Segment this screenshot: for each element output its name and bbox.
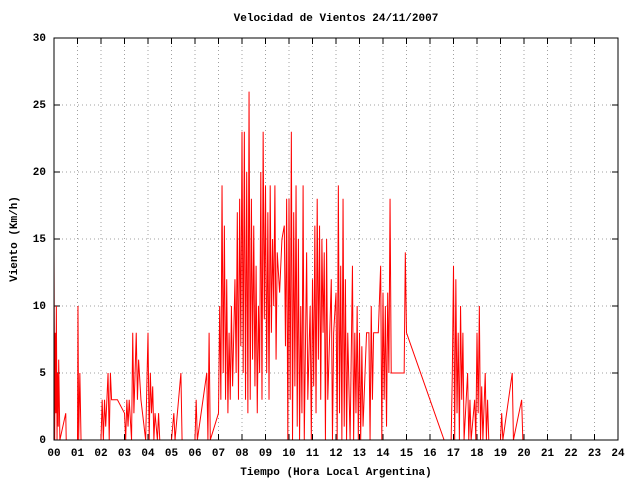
y-tick-label: 10 [33,301,46,313]
x-tick-label: 00 [47,448,60,460]
x-tick-label: 23 [588,448,602,460]
x-tick-label: 15 [400,448,414,460]
x-tick-label: 18 [470,448,484,460]
y-tick-label: 30 [33,33,46,45]
x-tick-label: 24 [611,448,625,460]
x-tick-label: 20 [517,448,530,460]
y-axis-label: Viento (Km/h) [9,196,21,282]
x-tick-label: 14 [376,448,390,460]
x-tick-label: 22 [564,448,577,460]
plot-border [53,37,619,441]
y-tick-label: 0 [39,435,46,447]
x-tick-label: 21 [541,448,555,460]
x-tick-label: 07 [212,448,225,460]
y-tick-label: 15 [33,234,47,246]
x-axis-label: Tiempo (Hora Local Argentina) [240,467,431,479]
x-tick-label: 17 [447,448,460,460]
x-tick-label: 08 [235,448,249,460]
x-tick-label: 16 [423,448,436,460]
chart-title: Velocidad de Vientos 24/11/2007 [234,13,439,25]
y-tick-label: 20 [33,167,46,179]
y-tick-label: 5 [39,368,46,380]
data-line [53,91,524,441]
x-tick-label: 01 [71,448,85,460]
x-tick-label: 04 [141,448,155,460]
x-tick-label: 11 [306,448,320,460]
x-tick-label: 19 [494,448,507,460]
x-tick-label: 09 [259,448,272,460]
x-tick-label: 13 [353,448,367,460]
y-tick-label: 25 [33,100,47,112]
x-tick-label: 10 [282,448,295,460]
x-tick-label: 03 [118,448,132,460]
x-tick-label: 05 [165,448,179,460]
x-tick-label: 06 [188,448,201,460]
x-tick-label: 12 [329,448,342,460]
x-tick-label: 02 [94,448,107,460]
